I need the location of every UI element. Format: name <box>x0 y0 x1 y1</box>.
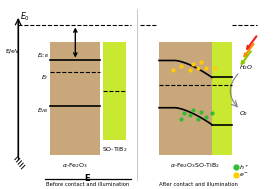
Text: $E_{CB}$: $E_{CB}$ <box>37 51 49 60</box>
Text: $E_0$: $E_0$ <box>20 10 30 23</box>
Text: $E_{VB}$: $E_{VB}$ <box>37 107 49 115</box>
Text: SO-TiB$_2$: SO-TiB$_2$ <box>102 146 127 154</box>
Bar <box>103 42 126 140</box>
Text: $\alpha$-Fe$_2$O$_3$SO-TiB$_2$: $\alpha$-Fe$_2$O$_3$SO-TiB$_2$ <box>170 161 220 170</box>
Text: After contact and illumination: After contact and illumination <box>159 182 237 187</box>
Text: $h^+$: $h^+$ <box>239 163 250 172</box>
Text: $e^-$: $e^-$ <box>239 171 249 179</box>
Bar <box>50 42 100 155</box>
Text: E/eV: E/eV <box>6 49 20 53</box>
Text: $\alpha$-Fe$_2$O$_3$: $\alpha$-Fe$_2$O$_3$ <box>62 161 88 170</box>
Bar <box>212 42 232 155</box>
Text: $\mathbf{E}$: $\mathbf{E}$ <box>84 172 92 183</box>
Text: $H_2O$: $H_2O$ <box>239 63 253 72</box>
Text: $O_2$: $O_2$ <box>239 109 248 118</box>
Bar <box>159 42 212 155</box>
Text: $E_f$: $E_f$ <box>41 73 49 82</box>
Text: Before contact and illumination: Before contact and illumination <box>46 182 129 187</box>
